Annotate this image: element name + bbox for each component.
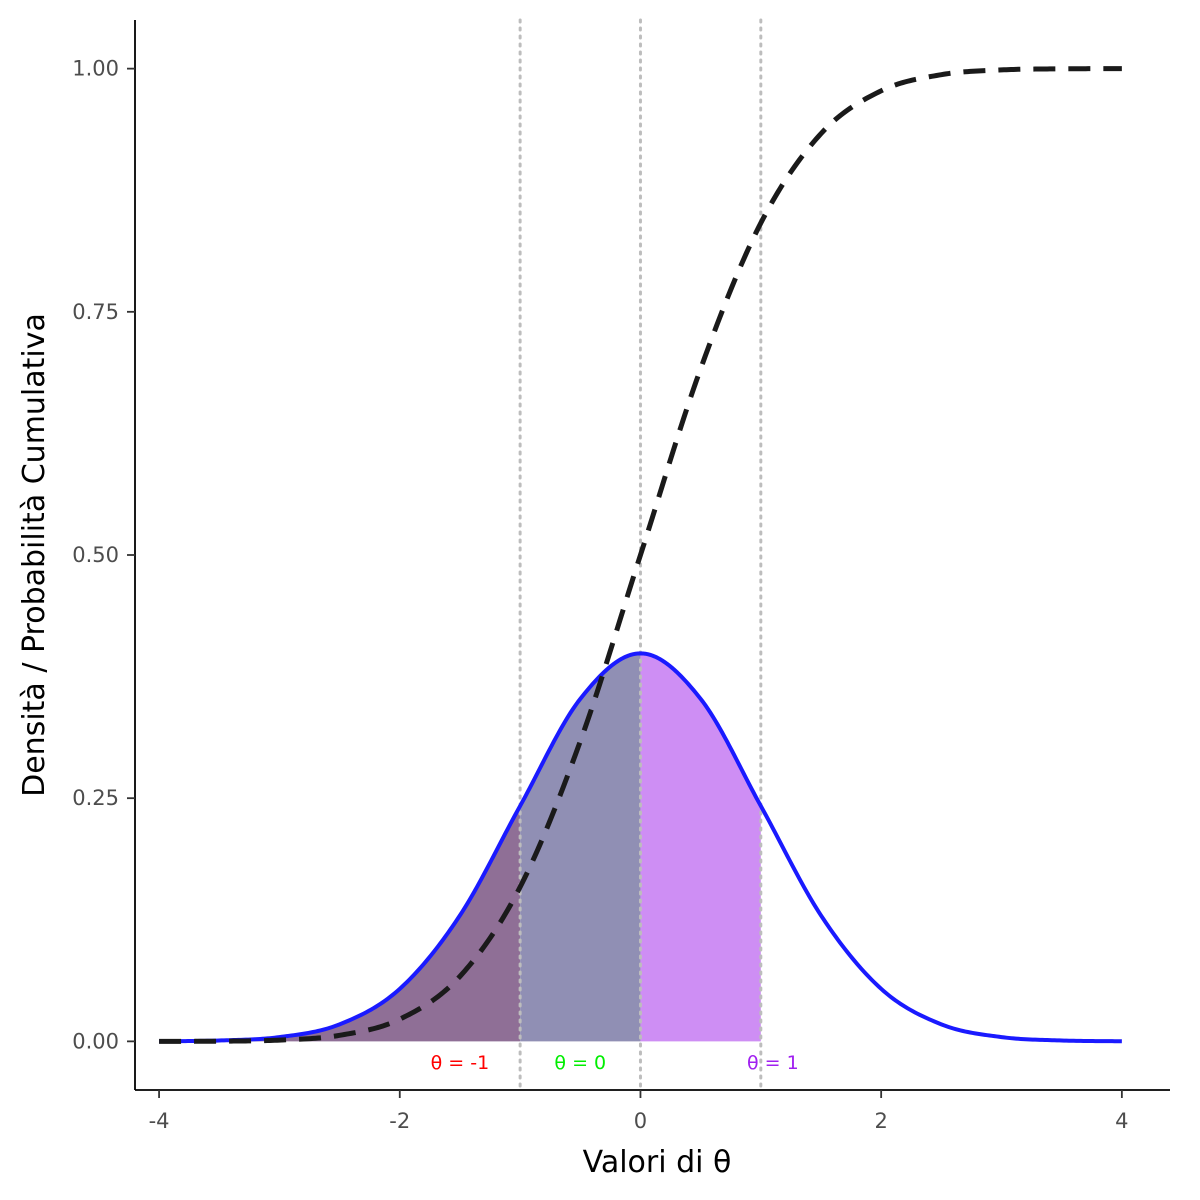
x-ticks: -4 -2 0 2 4 (149, 1090, 1129, 1133)
shaded-areas (159, 653, 761, 1042)
cumulative-line (158, 66, 1122, 1044)
annotation-label: θ = 1 (747, 1052, 799, 1074)
x-tick-label: 0 (634, 1109, 647, 1133)
annotation-label: θ = 0 (554, 1052, 606, 1074)
density-line (159, 651, 1122, 1044)
y-axis-title: Densità / Probabilità Cumulativa (17, 313, 52, 797)
y-tick-label: 0.25 (72, 786, 119, 810)
x-tick-label: 2 (874, 1109, 887, 1133)
shaded-area-3 (640, 653, 761, 1042)
y-tick-label: 0.50 (72, 543, 119, 567)
x-tick-label: -4 (149, 1109, 170, 1133)
x-tick-label: -2 (389, 1109, 410, 1133)
series-lines (158, 66, 1122, 1044)
x-axis-title: Valori di θ (583, 1145, 732, 1180)
y-tick-label: 0.00 (72, 1029, 119, 1053)
y-tick-label: 1.00 (72, 57, 119, 81)
y-ticks: 0.00 0.25 0.50 0.75 1.00 (72, 57, 135, 1053)
shaded-area-1 (159, 805, 521, 1042)
x-tick-label: 4 (1115, 1109, 1128, 1133)
annotation-label: θ = -1 (431, 1052, 490, 1074)
annotations: θ = -1 θ = 0 θ = 1 (431, 1052, 799, 1074)
y-tick-label: 0.75 (72, 300, 119, 324)
